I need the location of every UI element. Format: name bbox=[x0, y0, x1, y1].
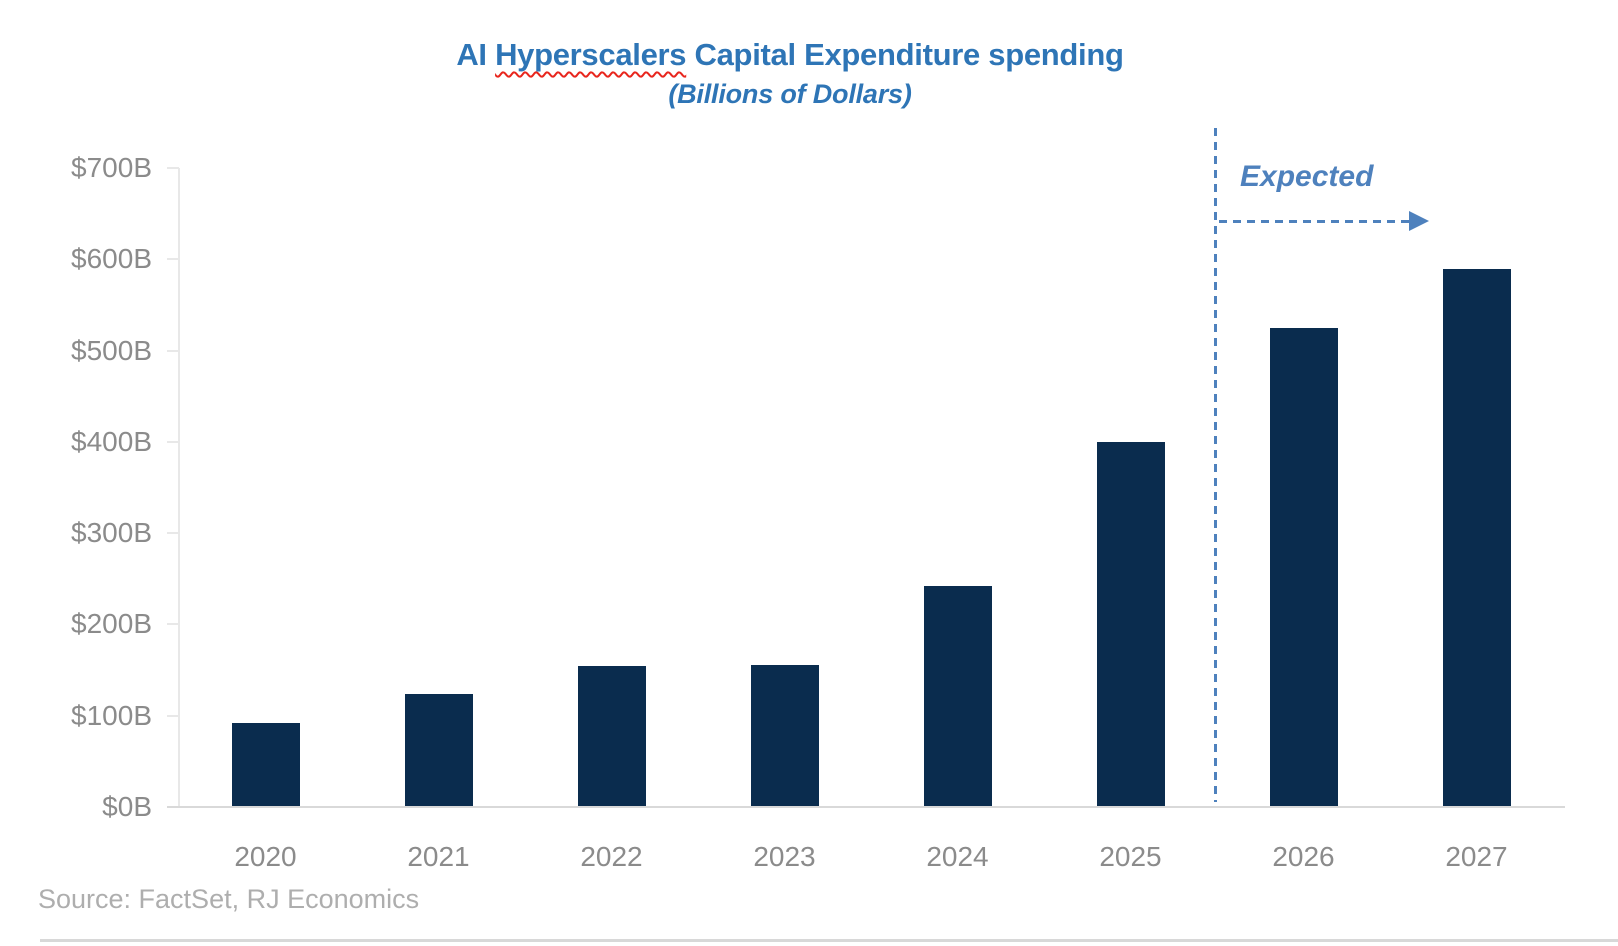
y-axis-label: $700B bbox=[71, 152, 152, 183]
bar-2025 bbox=[1096, 441, 1165, 807]
y-axis-tick bbox=[167, 440, 179, 443]
y-axis-tick bbox=[167, 532, 179, 535]
y-axis-label: $0B bbox=[102, 791, 152, 822]
source-note: Source: FactSet, RJ Economics bbox=[38, 884, 420, 914]
x-axis-line bbox=[167, 806, 1565, 808]
x-axis-label-2025: 2025 bbox=[1099, 841, 1162, 872]
y-axis-label: $300B bbox=[71, 517, 152, 549]
bar-2027 bbox=[1442, 269, 1511, 807]
chart-header: AI Hyperscalers Capital Expenditure spen… bbox=[0, 36, 1580, 112]
x-axis-label-2026: 2026 bbox=[1272, 841, 1335, 872]
x-axis-label-2027: 2027 bbox=[1445, 841, 1508, 872]
y-axis-tick bbox=[167, 167, 179, 169]
y-axis-tick bbox=[167, 714, 179, 717]
chart-title-part2: Capital Expenditure spending bbox=[686, 37, 1124, 72]
y-axis-label: $400B bbox=[71, 425, 152, 457]
x-axis-label-2022: 2022 bbox=[580, 841, 643, 872]
y-axis-tick bbox=[167, 258, 179, 261]
y-axis-tick bbox=[167, 623, 179, 626]
expected-arrow-head-icon bbox=[1409, 211, 1429, 231]
chart-title: AI Hyperscalers Capital Expenditure spen… bbox=[0, 36, 1580, 75]
y-axis-tick bbox=[167, 349, 179, 352]
chart-title-misspelled-word: Hyperscalers bbox=[495, 37, 687, 72]
expected-divider-dashed-line bbox=[1214, 128, 1217, 802]
y-axis-label: $200B bbox=[71, 608, 152, 640]
expected-arrow-dashed-line bbox=[1219, 220, 1409, 223]
y-axis-label: $500B bbox=[71, 334, 152, 366]
bar-2026 bbox=[1269, 327, 1338, 807]
y-axis-label: $100B bbox=[71, 699, 152, 731]
bar-2024 bbox=[923, 586, 992, 807]
x-axis-label-2024: 2024 bbox=[926, 841, 989, 872]
x-axis-label-2021: 2021 bbox=[407, 841, 470, 872]
x-axis-label-2020: 2020 bbox=[234, 841, 297, 872]
chart-subtitle: (Billions of Dollars) bbox=[668, 78, 912, 109]
x-axis-label-2023: 2023 bbox=[753, 841, 816, 872]
bottom-divider-line bbox=[40, 939, 1618, 942]
bar-2021 bbox=[404, 693, 473, 807]
chart-title-part1: AI bbox=[456, 37, 496, 72]
y-axis-line bbox=[178, 168, 180, 808]
bar-2022 bbox=[577, 666, 646, 807]
bar-2023 bbox=[750, 664, 819, 807]
expected-annotation-label: Expected bbox=[1240, 160, 1374, 193]
y-axis-label: $600B bbox=[71, 243, 152, 275]
bar-2020 bbox=[231, 723, 300, 807]
